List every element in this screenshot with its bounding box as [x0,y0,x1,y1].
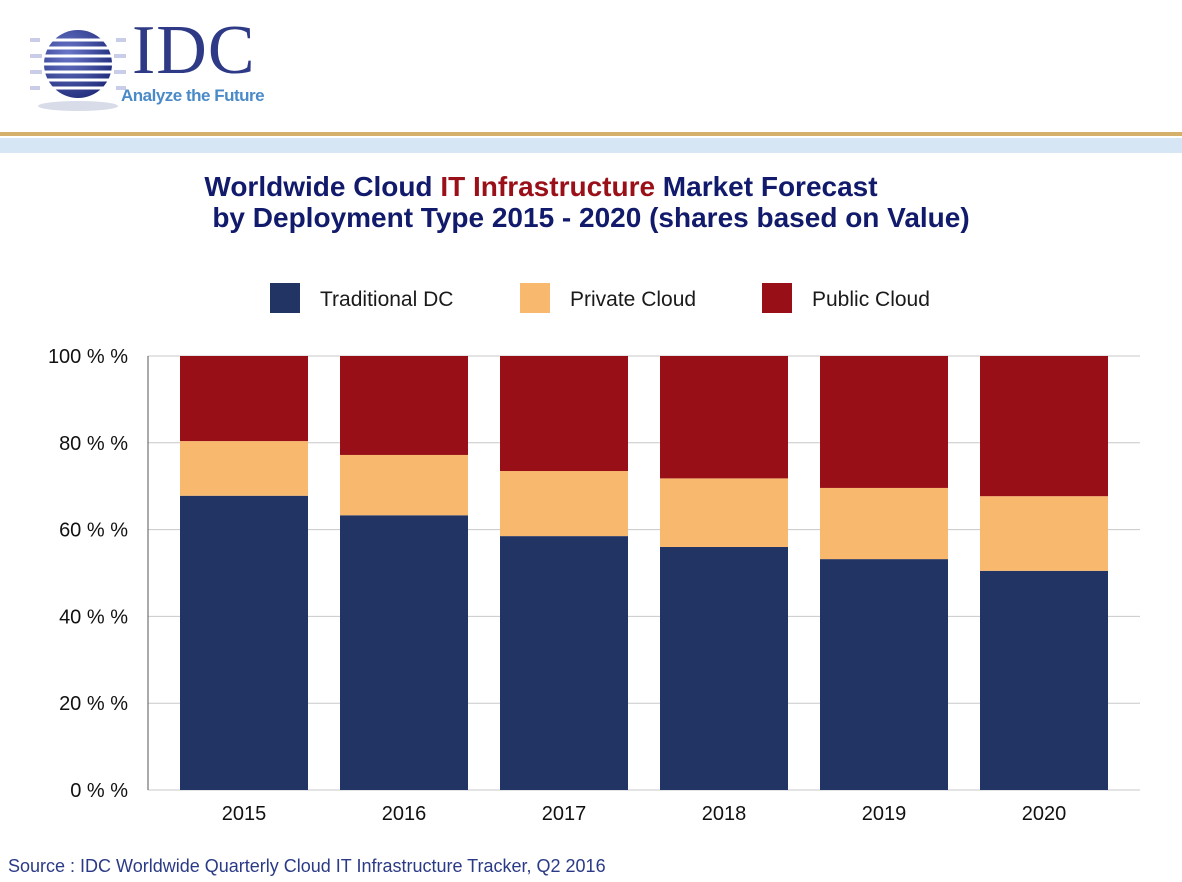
bar-segment-public-cloud-2016 [340,356,468,455]
bar-segment-private-cloud-2017 [500,471,628,537]
bar-segment-traditional-dc-2015 [180,495,308,790]
bar-segment-public-cloud-2019 [820,356,948,488]
globe-icon [30,30,126,111]
y-tick-label: 80 % % [59,433,128,455]
logo-wordmark: IDC [132,12,256,89]
chart-title-line1: Worldwide Cloud IT Infrastructure Market… [0,171,1182,202]
bar-segment-public-cloud-2018 [660,356,788,479]
legend-label-private-cloud: Private Cloud [570,288,697,311]
chart-title-part-b: Market Forecast [655,171,878,202]
x-tick-label: 2020 [1022,803,1067,825]
legend-swatch-traditional-dc [270,283,300,313]
legend-label-public-cloud: Public Cloud [812,288,930,311]
bar-segment-private-cloud-2018 [660,478,788,547]
logo-tagline: Analyze the Future [121,86,265,105]
bar-segment-public-cloud-2017 [500,356,628,472]
header-rule [0,132,1182,136]
bar-segment-traditional-dc-2018 [660,546,788,790]
x-tick-label: 2015 [222,803,267,825]
legend-swatch-private-cloud [520,283,550,313]
y-tick-label: 60 % % [59,520,128,542]
bar-segment-traditional-dc-2017 [500,536,628,790]
x-tick-label: 2018 [702,803,747,825]
bar-segment-private-cloud-2016 [340,454,468,516]
header-band [0,138,1182,153]
bar-segment-traditional-dc-2019 [820,559,948,790]
bar-segment-public-cloud-2020 [980,356,1108,497]
y-tick-label: 0 % % [70,780,128,802]
legend-label-traditional-dc: Traditional DC [320,288,454,311]
legend-swatch-public-cloud [762,283,792,313]
y-tick-label: 20 % % [59,693,128,715]
bar-segment-public-cloud-2015 [180,356,308,442]
x-tick-label: 2019 [862,803,907,825]
chart-title-line2: by Deployment Type 2015 - 2020 (shares b… [212,202,970,233]
bar-segment-traditional-dc-2020 [980,570,1108,790]
chart-title: Worldwide Cloud IT Infrastructure Market… [0,171,1182,233]
chart-title-accent: IT Infrastructure [440,171,656,202]
stacked-bar-chart: 0 % % 20 % % 40 % % 60 % % 80 % % 100 % % 2015… [48,346,1140,825]
bar-segment-private-cloud-2020 [980,496,1108,571]
idc-logo: IDC Analyze the Future [20,14,280,114]
y-tick-label: 100 % % [48,346,128,368]
source-note: Source : IDC Worldwide Quarterly Cloud I… [8,856,606,876]
x-tick-label: 2017 [542,803,587,825]
x-tick-label: 2016 [382,803,427,825]
chart-title-part-a: Worldwide Cloud [204,171,441,202]
bar-segment-traditional-dc-2016 [340,515,468,790]
y-tick-label: 40 % % [59,606,128,628]
bar-segment-private-cloud-2015 [180,441,308,496]
bar-segment-private-cloud-2019 [820,487,948,560]
